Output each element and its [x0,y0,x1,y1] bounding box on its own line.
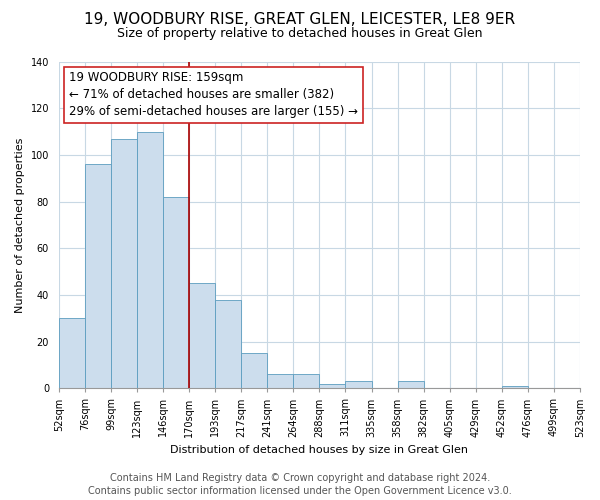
X-axis label: Distribution of detached houses by size in Great Glen: Distribution of detached houses by size … [170,445,469,455]
Bar [293,374,319,388]
Bar [137,132,163,388]
Y-axis label: Number of detached properties: Number of detached properties [15,137,25,312]
Text: Contains HM Land Registry data © Crown copyright and database right 2024.
Contai: Contains HM Land Registry data © Crown c… [88,473,512,496]
Text: 19, WOODBURY RISE, GREAT GLEN, LEICESTER, LE8 9ER: 19, WOODBURY RISE, GREAT GLEN, LEICESTER… [85,12,515,28]
Bar [215,300,241,388]
Text: Size of property relative to detached houses in Great Glen: Size of property relative to detached ho… [117,28,483,40]
Bar [163,197,189,388]
Bar [85,164,111,388]
Text: 19 WOODBURY RISE: 159sqm
← 71% of detached houses are smaller (382)
29% of semi-: 19 WOODBURY RISE: 159sqm ← 71% of detach… [69,72,358,118]
Bar [267,374,293,388]
Bar [59,318,85,388]
Bar [189,283,215,389]
Bar [398,382,424,388]
Bar [319,384,346,388]
Bar [502,386,528,388]
Bar [111,138,137,388]
Bar [346,382,371,388]
Bar [241,354,267,388]
